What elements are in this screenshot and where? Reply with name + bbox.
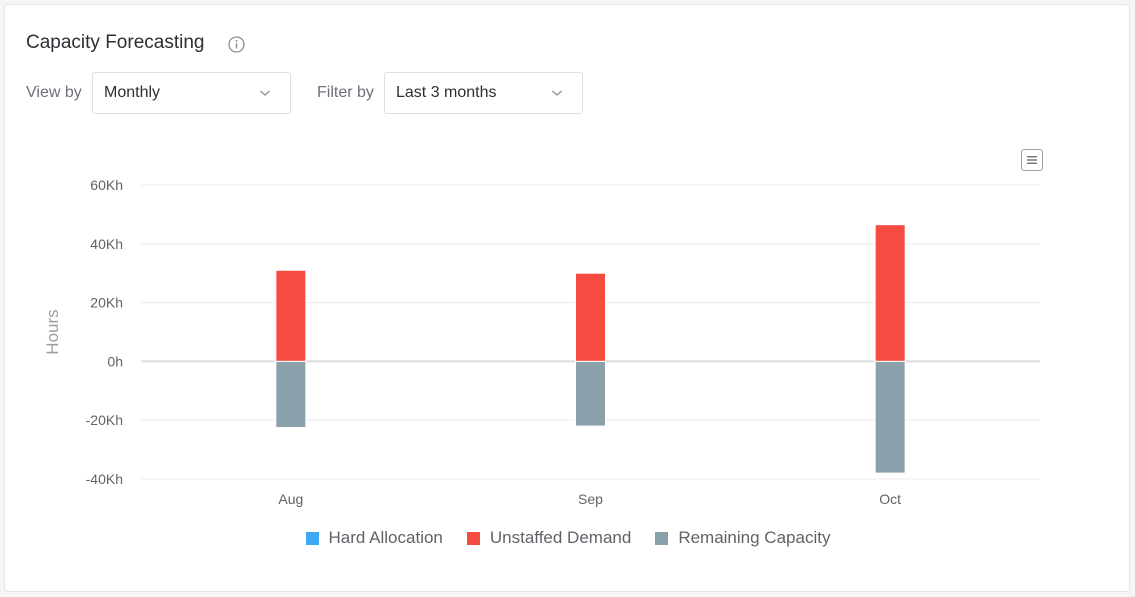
chevron-down-icon [552, 90, 562, 96]
bar-remaining-capacity-oct [874, 360, 906, 474]
info-circle-icon[interactable] [228, 36, 245, 53]
x-tick-label: Aug [278, 491, 303, 507]
legend-item-remaining-capacity[interactable]: Remaining Capacity [655, 528, 830, 548]
capacity-forecasting-card: Capacity Forecasting View by Monthly Fil… [4, 4, 1130, 592]
x-tick-label: Sep [578, 491, 603, 507]
legend-item-unstaffed-demand[interactable]: Unstaffed Demand [466, 528, 632, 548]
y-tick-label: 20Kh [90, 295, 123, 311]
view-by-value: Monthly [104, 84, 161, 101]
capacity-chart: 60Kh 40Kh 20Kh 0h -20Kh -40Kh Hours Aug Sep Oct [43, 177, 1040, 507]
legend-label: Hard Allocation [328, 528, 443, 547]
x-tick-label: Oct [879, 491, 901, 507]
filter-by-select[interactable]: Last 3 months [384, 72, 583, 114]
legend-swatch [466, 531, 480, 545]
legend-label: Unstaffed Demand [489, 528, 632, 547]
filter-by-value: Last 3 months [396, 84, 497, 101]
y-axis-title: Hours [43, 309, 62, 354]
y-tick-label: 0h [107, 353, 123, 369]
view-by-label: View by [26, 84, 82, 101]
y-tick-label: 40Kh [90, 236, 123, 252]
legend-swatch [655, 531, 669, 545]
chevron-down-icon [260, 90, 270, 96]
y-tick-label: 60Kh [90, 177, 123, 193]
bar-remaining-capacity-sep [575, 360, 606, 427]
bar-unstaffed-demand-aug [275, 269, 307, 362]
chart-legend: Hard Allocation Unstaffed Demand Remaining… [5, 528, 1131, 548]
bar-remaining-capacity-aug [275, 360, 307, 429]
chart-menu-button[interactable] [1021, 149, 1043, 171]
hamburger-menu-icon [1027, 156, 1037, 164]
filter-by-label: Filter by [317, 84, 374, 101]
y-tick-label: -20Kh [86, 412, 123, 428]
legend-swatch [305, 531, 319, 545]
view-by-select[interactable]: Monthly [92, 72, 291, 114]
legend-item-hard-allocation[interactable]: Hard Allocation [305, 528, 443, 548]
bar-unstaffed-demand-sep [575, 272, 606, 362]
page-title: Capacity Forecasting [26, 32, 205, 53]
y-tick-label: -40Kh [86, 471, 123, 487]
bar-unstaffed-demand-oct [874, 224, 906, 362]
legend-label: Remaining Capacity [678, 528, 831, 547]
